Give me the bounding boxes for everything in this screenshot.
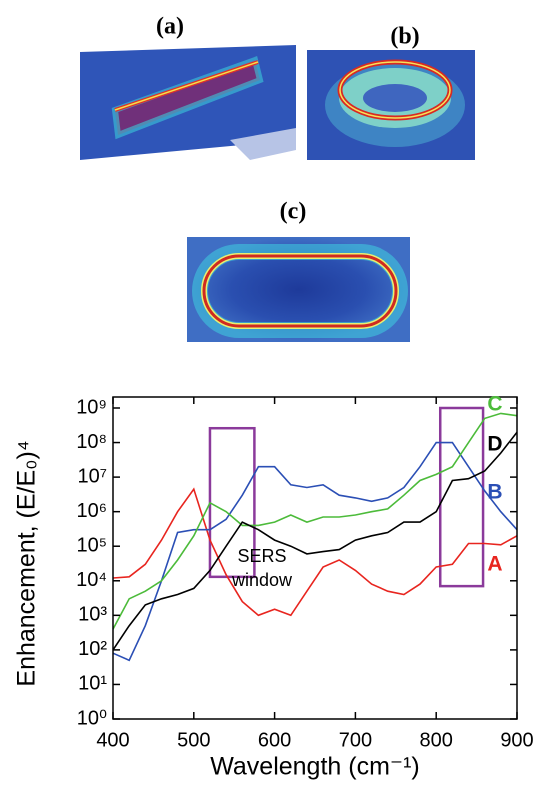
field-map-a [80,45,296,160]
panel-label: (b) [390,24,419,50]
x-tick-label: 800 [420,729,453,751]
y-tick-label: 10⁹ [76,396,107,418]
series-line [113,432,517,650]
panel-label: (c) [280,199,307,225]
y-axis-label: Enhancement, (E/E₀)⁴ [13,440,41,686]
annotation: window [231,570,293,590]
series-label: D [487,433,502,456]
y-tick-label: 10⁶ [77,500,107,522]
chart: 10⁰ 10¹ 10² 10³ 10⁴ 10⁵ 10⁶ 10⁷ 10⁸ 10⁹ 400 500 600 7… [13,393,534,781]
figure: (a) (b) (c) 10⁰10¹10²10³10⁴10⁵10⁶10⁷10⁸1… [0,0,541,785]
field-map-c [187,237,410,342]
y-tick-label: 10⁴ [76,569,107,591]
highlight-box [440,408,483,586]
x-tick-label: 700 [339,729,372,751]
series-label: A [487,553,502,576]
series-line [113,443,517,661]
y-tick-label: 10⁷ [78,465,107,487]
y-tick-label: 10⁸ [76,431,107,453]
y-tick-label: 10¹ [78,673,107,695]
x-tick-label: 600 [258,729,291,751]
panel-label: (a) [156,14,184,40]
x-tick-label: 500 [177,729,210,751]
x-tick-label: 400 [96,729,129,751]
x-tick-label: 900 [500,729,533,751]
field-map-b [307,50,475,160]
x-axis-label: Wavelength (cm⁻¹) [210,753,420,781]
annotation: SERS [237,546,286,566]
y-tick-label: 10⁰ [77,707,107,729]
series-line [113,413,517,629]
series-label: B [487,481,502,504]
y-tick-label: 10² [78,638,107,660]
series-label: C [487,393,502,416]
y-tick-label: 10³ [78,604,107,626]
y-tick-label: 10⁵ [76,535,107,557]
